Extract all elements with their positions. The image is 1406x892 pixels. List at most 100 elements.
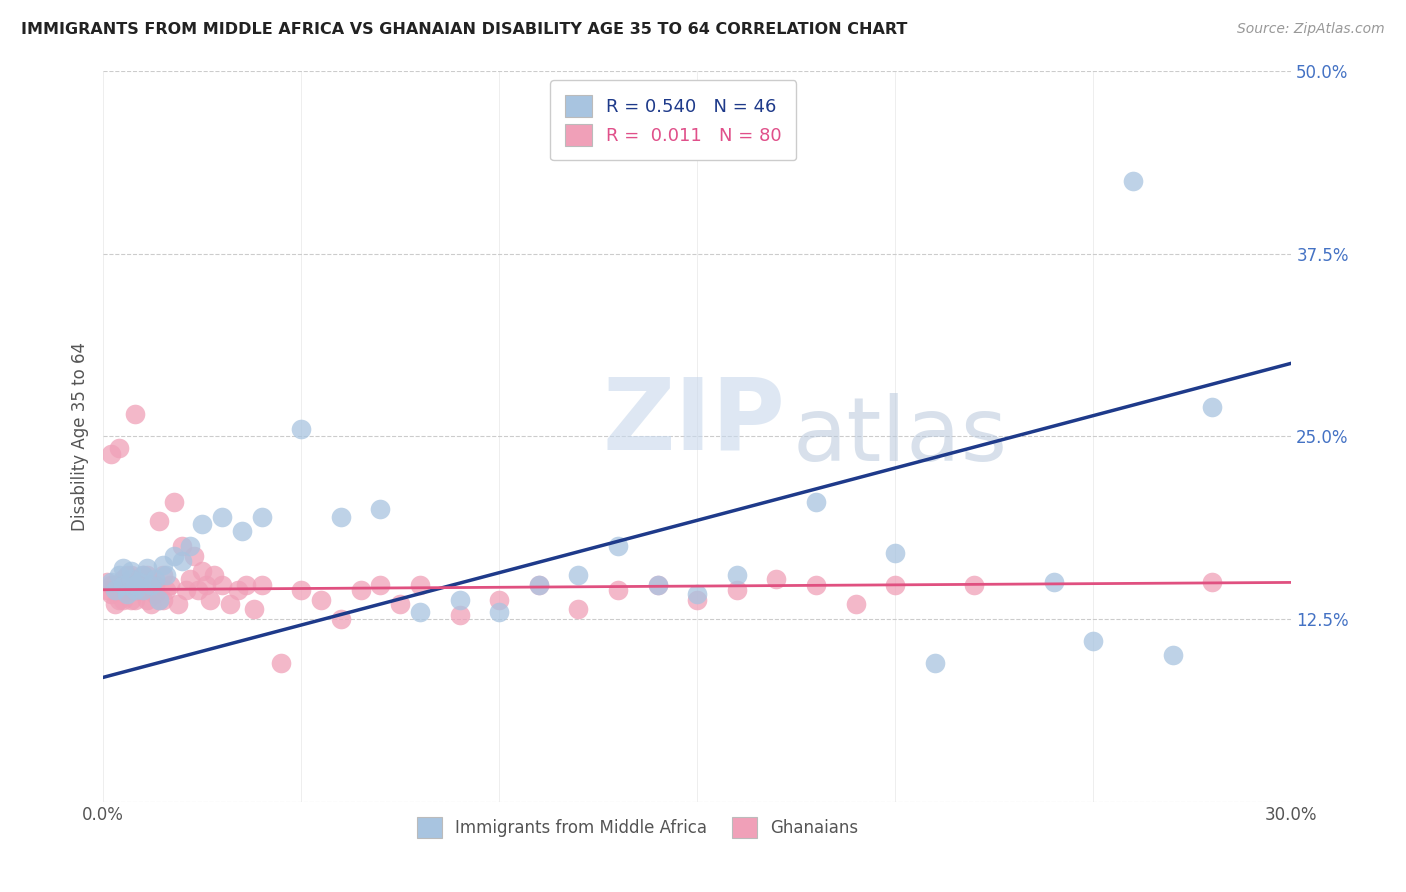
Point: [124, 408, 146, 422]
Point: [115, 587, 138, 601]
Point: [124, 578, 146, 592]
Point: [104, 582, 127, 597]
Point: [132, 582, 155, 597]
Point: [172, 553, 194, 567]
Point: [139, 578, 162, 592]
Point: [211, 509, 233, 524]
Point: [1161, 648, 1184, 663]
Point: [409, 605, 432, 619]
Point: [211, 578, 233, 592]
Point: [176, 582, 198, 597]
Point: [111, 593, 134, 607]
Point: [963, 578, 986, 592]
Point: [96, 582, 118, 597]
Point: [172, 539, 194, 553]
Point: [449, 593, 471, 607]
Point: [191, 564, 214, 578]
Point: [488, 593, 510, 607]
Point: [100, 447, 122, 461]
Point: [155, 568, 177, 582]
Point: [179, 573, 201, 587]
Text: Source: ZipAtlas.com: Source: ZipAtlas.com: [1237, 22, 1385, 37]
Point: [242, 601, 264, 615]
Point: [139, 578, 162, 592]
Point: [527, 578, 550, 592]
Point: [1201, 575, 1223, 590]
Point: [111, 575, 134, 590]
Point: [143, 578, 166, 592]
Point: [100, 587, 122, 601]
Point: [143, 573, 166, 587]
Point: [167, 598, 190, 612]
Point: [135, 568, 157, 582]
Point: [111, 561, 134, 575]
Point: [132, 582, 155, 597]
Point: [143, 587, 166, 601]
Point: [235, 578, 257, 592]
Point: [409, 578, 432, 592]
Point: [132, 568, 155, 582]
Point: [1042, 575, 1064, 590]
Point: [108, 441, 131, 455]
Point: [124, 582, 146, 597]
Point: [607, 582, 630, 597]
Point: [128, 582, 150, 597]
Point: [686, 587, 709, 601]
Point: [100, 578, 122, 592]
Point: [725, 568, 748, 582]
Point: [290, 422, 312, 436]
Point: [128, 573, 150, 587]
Point: [187, 582, 209, 597]
Point: [115, 578, 138, 592]
Point: [884, 578, 907, 592]
Point: [163, 495, 186, 509]
Point: [159, 578, 181, 592]
Point: [329, 509, 352, 524]
Point: [108, 582, 131, 597]
Point: [1083, 633, 1105, 648]
Point: [231, 524, 253, 539]
Point: [148, 593, 170, 607]
Point: [128, 575, 150, 590]
Point: [120, 573, 142, 587]
Point: [120, 593, 142, 607]
Point: [250, 578, 273, 592]
Point: [804, 495, 827, 509]
Text: atlas: atlas: [793, 392, 1008, 480]
Point: [845, 598, 868, 612]
Point: [104, 582, 127, 597]
Text: ZIP: ZIP: [602, 373, 785, 470]
Point: [100, 575, 122, 590]
Point: [115, 568, 138, 582]
Point: [488, 605, 510, 619]
Point: [226, 582, 249, 597]
Point: [111, 573, 134, 587]
Point: [111, 578, 134, 592]
Point: [218, 598, 240, 612]
Point: [329, 612, 352, 626]
Point: [152, 568, 174, 582]
Point: [195, 578, 218, 592]
Point: [607, 539, 630, 553]
Point: [148, 593, 170, 607]
Point: [349, 582, 371, 597]
Legend: Immigrants from Middle Africa, Ghanaians: Immigrants from Middle Africa, Ghanaians: [411, 811, 865, 845]
Point: [132, 578, 155, 592]
Point: [124, 578, 146, 592]
Point: [1122, 174, 1144, 188]
Point: [924, 656, 946, 670]
Point: [104, 578, 127, 592]
Point: [1201, 400, 1223, 414]
Point: [120, 568, 142, 582]
Point: [139, 598, 162, 612]
Point: [104, 598, 127, 612]
Point: [152, 593, 174, 607]
Point: [389, 598, 412, 612]
Point: [647, 578, 669, 592]
Point: [183, 549, 205, 563]
Point: [202, 568, 225, 582]
Point: [155, 582, 177, 597]
Point: [148, 514, 170, 528]
Y-axis label: Disability Age 35 to 64: Disability Age 35 to 64: [72, 342, 89, 531]
Point: [270, 656, 292, 670]
